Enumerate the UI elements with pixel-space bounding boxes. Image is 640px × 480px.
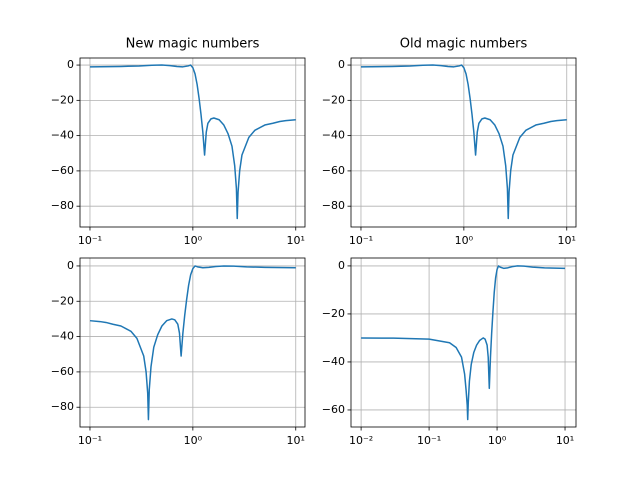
x-tick-label: 10⁻¹ bbox=[78, 434, 102, 447]
y-tick-label: −40 bbox=[51, 129, 74, 142]
data-line bbox=[361, 265, 566, 421]
y-tick-label: −20 bbox=[51, 294, 74, 307]
y-tick-label: −60 bbox=[322, 403, 345, 416]
y-tick-label: −80 bbox=[51, 400, 74, 413]
x-tick-label: 10⁻² bbox=[349, 434, 373, 447]
x-tick-label: 10⁻¹ bbox=[349, 234, 373, 247]
axes-frame bbox=[79, 257, 306, 428]
x-tick-label: 10¹ bbox=[287, 234, 305, 247]
x-tick-label: 10⁰ bbox=[488, 434, 507, 447]
chart-title: New magic numbers bbox=[126, 37, 260, 52]
x-tick-label: 10⁰ bbox=[184, 234, 203, 247]
y-tick-label: −60 bbox=[322, 164, 345, 177]
x-tick-label: 10⁻¹ bbox=[417, 434, 441, 447]
data-line bbox=[89, 265, 296, 421]
y-tick-label: −60 bbox=[51, 164, 74, 177]
y-tick-label: −40 bbox=[322, 129, 345, 142]
axes-frame bbox=[350, 257, 577, 428]
x-tick-label: 10¹ bbox=[556, 434, 574, 447]
y-tick-label: 0 bbox=[338, 259, 345, 272]
x-tick-label: 10¹ bbox=[287, 434, 305, 447]
data-line bbox=[360, 64, 567, 220]
chart-title: Old magic numbers bbox=[400, 37, 528, 52]
x-tick-label: 10⁰ bbox=[455, 234, 474, 247]
y-tick-label: −80 bbox=[322, 199, 345, 212]
y-tick-label: −20 bbox=[51, 93, 74, 106]
axes-frame bbox=[79, 57, 306, 228]
x-tick-label: 10⁻¹ bbox=[78, 234, 102, 247]
x-tick-label: 10¹ bbox=[558, 234, 576, 247]
y-tick-label: −20 bbox=[322, 93, 345, 106]
y-tick-label: −40 bbox=[322, 355, 345, 368]
data-line bbox=[89, 64, 296, 220]
axes-frame bbox=[350, 57, 577, 228]
y-tick-label: −20 bbox=[322, 307, 345, 320]
x-tick-label: 10⁰ bbox=[184, 434, 203, 447]
y-tick-label: −80 bbox=[51, 199, 74, 212]
y-tick-label: 0 bbox=[67, 58, 74, 71]
y-tick-label: −60 bbox=[51, 365, 74, 378]
y-tick-label: −40 bbox=[51, 330, 74, 343]
y-tick-label: 0 bbox=[67, 259, 74, 272]
y-tick-label: 0 bbox=[338, 58, 345, 71]
